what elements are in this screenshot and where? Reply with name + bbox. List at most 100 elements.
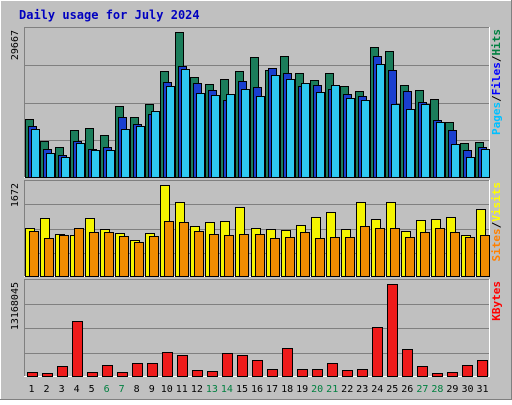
day-label-9: 9 (149, 384, 155, 395)
bar-pages-day-3 (61, 157, 70, 178)
day-label-30: 30 (461, 384, 473, 395)
bar-pages-day-5 (91, 150, 100, 178)
bar-sites-day-19 (300, 232, 310, 277)
bar-sites-day-27 (420, 232, 430, 277)
day-label-17: 17 (266, 384, 278, 395)
bar-pages-day-12 (196, 93, 205, 178)
bar-pages-day-25 (391, 104, 400, 178)
bar-sites-day-12 (194, 231, 204, 277)
axis-max-label: 13168045 (10, 282, 21, 330)
bar-sites-day-10 (164, 221, 174, 277)
legend-entry: / (490, 95, 503, 102)
bar-pages-day-1 (31, 129, 40, 178)
bar-pages-day-30 (466, 157, 475, 178)
bar-sites-day-28 (435, 228, 445, 277)
axis-max-label: 29667 (10, 30, 21, 60)
bar-pages-day-24 (376, 64, 385, 178)
bar-kbytes-day-18 (282, 348, 293, 377)
day-label-6: 6 (104, 384, 110, 395)
bar-pages-day-15 (241, 89, 250, 178)
bar-sites-day-8 (134, 242, 144, 277)
bar-pages-day-10 (166, 86, 175, 178)
bar-kbytes-day-28 (432, 373, 443, 377)
bar-sites-day-21 (330, 237, 340, 277)
day-label-21: 21 (326, 384, 338, 395)
day-label-12: 12 (191, 384, 203, 395)
bar-kbytes-day-27 (417, 366, 428, 377)
bar-kbytes-day-25 (387, 284, 398, 377)
day-label-10: 10 (161, 384, 173, 395)
bar-kbytes-day-4 (72, 321, 83, 377)
day-label-27: 27 (416, 384, 428, 395)
day-label-13: 13 (206, 384, 218, 395)
bar-kbytes-day-12 (192, 370, 203, 377)
bar-kbytes-day-7 (117, 372, 128, 377)
bar-kbytes-day-20 (312, 369, 323, 377)
bar-kbytes-day-16 (252, 360, 263, 377)
bar-sites-day-26 (405, 237, 415, 277)
bar-kbytes-day-9 (147, 363, 158, 377)
bar-pages-day-9 (151, 111, 160, 178)
bar-pages-day-27 (421, 104, 430, 178)
bar-pages-day-4 (76, 143, 85, 178)
bar-pages-day-13 (211, 95, 220, 178)
bar-pages-day-16 (256, 96, 265, 178)
day-label-22: 22 (341, 384, 353, 395)
bar-kbytes-day-17 (267, 369, 278, 377)
bar-pages-day-31 (481, 149, 490, 178)
bar-sites-day-24 (375, 228, 385, 277)
legend-entry: / (490, 221, 503, 228)
bar-kbytes-day-22 (342, 370, 353, 377)
panel-legend: KBytes (490, 281, 503, 321)
bar-kbytes-day-10 (162, 352, 173, 377)
bar-sites-day-15 (239, 234, 249, 277)
day-label-2: 2 (43, 384, 49, 395)
day-label-8: 8 (134, 384, 140, 395)
day-label-1: 1 (28, 384, 34, 395)
series-sites (29, 221, 490, 277)
bar-kbytes-day-6 (102, 365, 113, 377)
legend-entry: KBytes (490, 281, 503, 321)
bar-kbytes-day-31 (477, 360, 488, 377)
day-label-11: 11 (176, 384, 188, 395)
legend-entry: Visits (490, 182, 503, 222)
day-label-14: 14 (221, 384, 233, 395)
legend-entry: Files (490, 62, 503, 95)
bar-sites-day-30 (465, 237, 475, 277)
bar-kbytes-day-15 (237, 355, 248, 377)
legend-entry: Sites (490, 228, 503, 261)
legend-entry: Hits (490, 29, 503, 56)
bar-kbytes-day-2 (42, 373, 53, 377)
chart-title: Daily usage for July 2024 (19, 8, 200, 22)
bar-kbytes-day-1 (27, 372, 38, 377)
bar-pages-day-20 (316, 92, 325, 178)
bar-sites-day-11 (179, 222, 189, 277)
bar-sites-day-4 (74, 228, 84, 277)
bar-pages-day-26 (406, 109, 415, 178)
bar-sites-day-31 (480, 235, 490, 277)
bar-sites-day-29 (450, 232, 460, 277)
bar-pages-day-28 (436, 122, 445, 178)
day-label-4: 4 (74, 384, 80, 395)
bar-pages-day-11 (181, 69, 190, 178)
panels-layer: 29667Pages/Files/Hits1672Sites/Visits131… (10, 27, 503, 377)
bar-sites-day-9 (149, 236, 159, 277)
bar-pages-day-19 (301, 83, 310, 178)
bar-kbytes-day-8 (132, 363, 143, 377)
bar-sites-day-23 (360, 226, 370, 277)
bar-pages-day-23 (361, 100, 370, 178)
bar-kbytes-day-24 (372, 327, 383, 377)
panel-legend: Pages/Files/Hits (490, 29, 503, 135)
day-label-7: 7 (119, 384, 125, 395)
bar-sites-day-13 (209, 234, 219, 277)
series-pages (31, 64, 490, 178)
bar-kbytes-day-14 (222, 353, 233, 377)
bar-pages-day-21 (331, 85, 340, 178)
bar-kbytes-day-23 (357, 369, 368, 377)
day-label-23: 23 (356, 384, 368, 395)
bar-sites-day-16 (255, 234, 265, 277)
series-kbytes (27, 284, 488, 377)
